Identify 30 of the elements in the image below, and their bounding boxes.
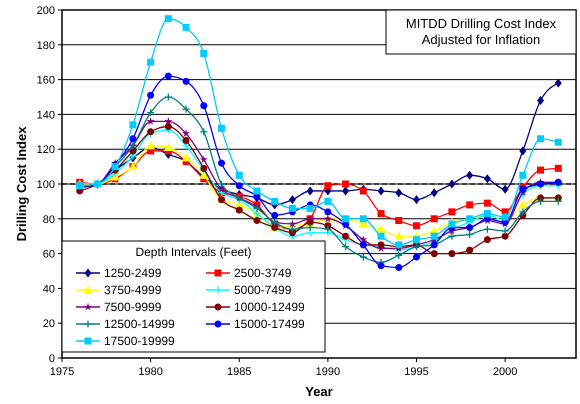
x-tick-label: 1995 — [404, 366, 429, 378]
x-tick-label: 1985 — [227, 366, 252, 378]
legend-title: Depth Intervals (Feet) — [135, 245, 252, 259]
legend-label: 17500-19999 — [104, 334, 176, 348]
y-tick-label: 60 — [42, 248, 55, 261]
y-tick-label: 120 — [36, 144, 55, 156]
legend-label: 7500-9999 — [104, 300, 162, 314]
x-tick-label: 2000 — [492, 366, 518, 378]
y-tick-label: 180 — [36, 40, 55, 52]
x-tick-label: 1975 — [50, 366, 74, 378]
text: MITDD Drilling Cost Index Adjusted for Inflation — [406, 16, 557, 47]
y-tick-label: 20 — [42, 318, 55, 330]
legend-label: 12500-14999 — [104, 317, 176, 331]
x-axis-title: Year — [305, 384, 333, 399]
x-tick-label: 1990 — [316, 366, 340, 378]
y-tick-label: 140 — [36, 109, 55, 122]
y-tick-label: 0 — [48, 353, 55, 365]
legend-label: 5000-7499 — [234, 283, 292, 297]
legend-label: 2500-3749 — [234, 266, 292, 280]
legend-label: 10000-12499 — [234, 300, 306, 314]
y-tick-label: 200 — [36, 5, 55, 17]
x-tick-label: 1980 — [138, 366, 163, 378]
legend-label: 1250-2499 — [104, 266, 162, 280]
y-tick-label: 160 — [36, 74, 55, 87]
y-tick-label: 40 — [42, 283, 55, 296]
legend-label: 15000-17499 — [234, 317, 306, 331]
y-axis-title: Drilling Cost Index — [14, 126, 29, 242]
y-tick-label: 100 — [36, 179, 55, 191]
y-tick-label: 80 — [42, 214, 55, 226]
legend-label: 3750-4999 — [104, 283, 162, 297]
